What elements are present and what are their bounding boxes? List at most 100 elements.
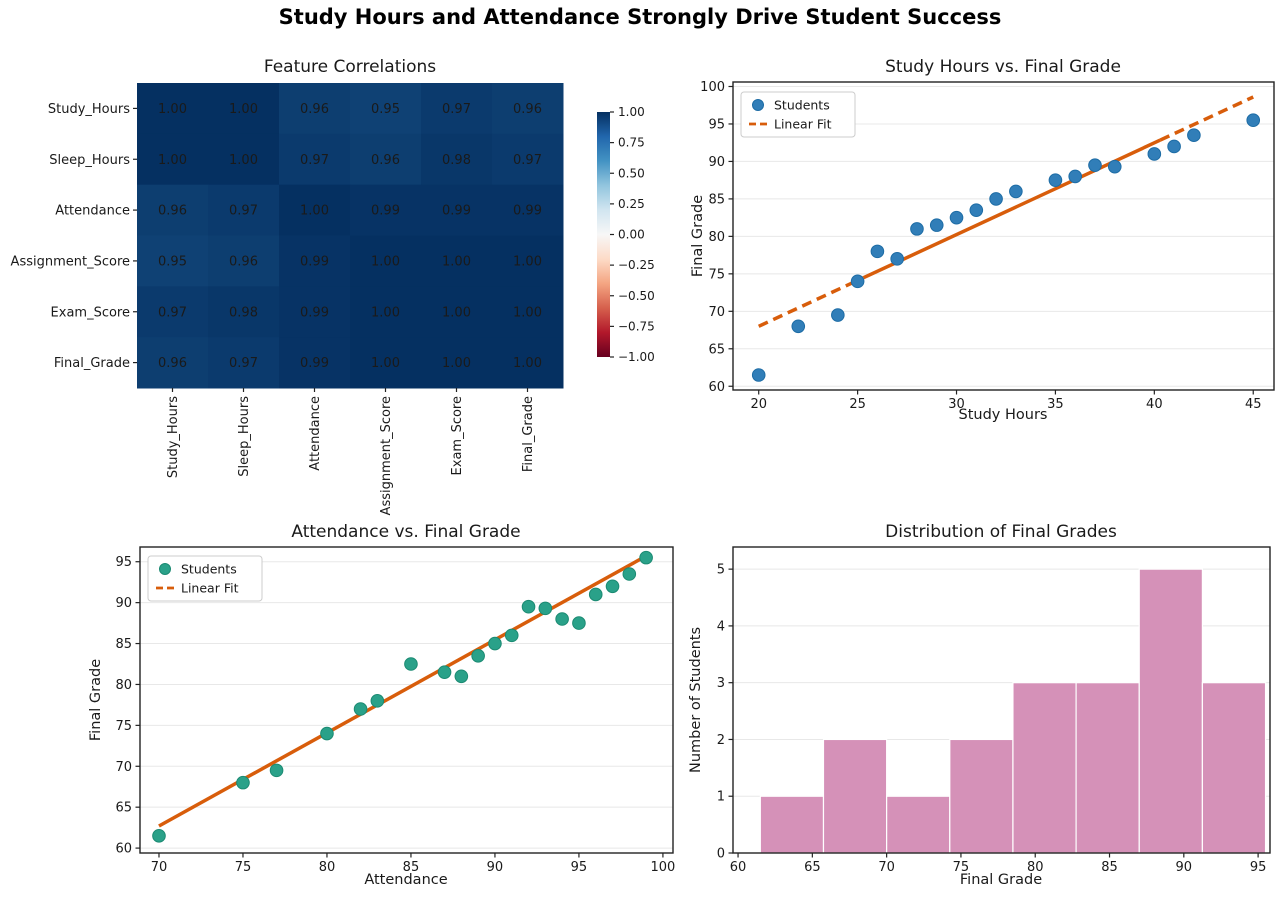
scatter-point [989, 192, 1003, 206]
y-tick-label: 90 [115, 596, 132, 611]
scatter-point [1088, 158, 1102, 172]
colorbar-tick-label: 0.75 [618, 136, 645, 150]
heatmap-cell [492, 184, 564, 236]
heatmap-cell [137, 184, 209, 236]
heatmap-col-label: Study_Hours [166, 396, 181, 478]
scatter-point [538, 601, 553, 616]
y-axis-label: Final Grade [690, 195, 706, 277]
colorbar [597, 112, 610, 357]
histogram-bar [949, 738, 1014, 854]
heatmap-cell-value: 1.00 [371, 254, 400, 269]
legend-label: Students [774, 98, 830, 113]
histogram-bar [886, 795, 951, 854]
axes-title: Feature Correlations [264, 57, 436, 77]
heatmap-cell [350, 337, 422, 389]
fit-line [1159, 95, 1254, 142]
y-tick-label: 65 [708, 342, 725, 357]
scatter-point [850, 274, 865, 289]
heatmap-cell-value: 0.97 [442, 102, 471, 117]
heatmap-cell [492, 286, 564, 338]
heatmap-cell [279, 337, 351, 389]
x-tick-label: 70 [151, 860, 168, 875]
y-tick-label: 85 [708, 192, 725, 207]
scatter-point [929, 218, 944, 232]
heatmap-cell [137, 83, 209, 135]
x-axis-label: Final Grade [960, 872, 1042, 888]
heatmap-cell-value: 0.99 [300, 305, 329, 320]
y-tick-label: 75 [708, 267, 725, 282]
scatter-point [910, 222, 924, 236]
heatmap-row-label: Final_Grade [54, 356, 130, 371]
scatter-point [870, 244, 885, 259]
heatmap-cell-value: 0.99 [371, 204, 400, 219]
y-tick-label: 90 [708, 155, 725, 170]
heatmap-cell-value: 1.00 [442, 305, 471, 320]
heatmap-cell [279, 83, 351, 135]
y-tick-label: 70 [708, 305, 725, 320]
legend-point-marker [752, 99, 764, 111]
histogram-bar [822, 738, 888, 854]
histogram-bar [1138, 568, 1203, 854]
heatmap-cell-value: 0.99 [442, 204, 471, 219]
heatmap-row-label: Study_Hours [48, 102, 130, 117]
y-tick-label: 75 [115, 719, 132, 734]
colorbar-tick-label: 0.25 [618, 197, 645, 211]
histogram-bar [759, 795, 825, 854]
y-tick-label: 0 [717, 847, 725, 862]
x-tick-label: 85 [403, 860, 420, 875]
heatmap-cell [208, 83, 280, 135]
heatmap-cell [137, 235, 209, 287]
axes-title: Attendance vs. Final Grade [291, 522, 520, 542]
heatmap-cell [421, 184, 493, 236]
scatter-point [236, 775, 250, 790]
y-tick-label: 95 [115, 555, 132, 570]
y-tick-label: 60 [115, 842, 132, 857]
heatmap-cell-value: 1.00 [513, 254, 542, 269]
axes-spine [139, 546, 674, 854]
scatter-point [370, 694, 385, 708]
scatter-point [404, 657, 418, 671]
y-axis-label: Number of Students [688, 627, 704, 773]
heatmap-row-label: Sleep_Hours [49, 153, 130, 168]
scatter-point [437, 665, 452, 679]
heatmap-cell-value: 0.96 [229, 254, 258, 269]
legend-label: Students [181, 562, 237, 577]
fit-line [757, 276, 865, 328]
heatmap-col-label: Exam_Score [450, 396, 465, 475]
scatter-point [488, 636, 502, 651]
scatter-point [353, 702, 368, 716]
legend-point-marker [159, 563, 171, 575]
scatter-point [269, 763, 284, 778]
heatmap-cell [421, 337, 493, 389]
scatter-point [588, 587, 603, 602]
heatmap-cell-value: 0.96 [158, 356, 187, 371]
heatmap-cell-value: 0.98 [442, 153, 471, 168]
scatter-point [1167, 139, 1181, 154]
heatmap-cell-value: 0.98 [229, 305, 258, 320]
heatmap-cell-value: 1.00 [300, 204, 329, 219]
heatmap-row-label: Exam_Score [51, 305, 130, 320]
scatter-point [751, 368, 766, 382]
x-tick-label: 60 [730, 860, 747, 875]
y-tick-label: 85 [115, 637, 132, 652]
heatmap-cell-value: 1.00 [158, 153, 187, 168]
heatmap-cell [279, 133, 351, 186]
x-axis-label: Attendance [364, 872, 447, 888]
y-tick-label: 100 [700, 80, 725, 95]
heatmap-cell-value: 1.00 [513, 356, 542, 371]
scatter-point [320, 726, 334, 741]
scatter-point [1187, 128, 1201, 143]
heatmap-cell [421, 235, 493, 287]
y-tick-label: 80 [708, 230, 725, 245]
scatter-point [1246, 113, 1261, 128]
colorbar-tick-label: −0.75 [618, 319, 655, 333]
x-tick-label: 90 [487, 860, 504, 875]
x-tick-label: 75 [953, 860, 970, 875]
scatter-point [1009, 184, 1023, 199]
heatmap-cell [208, 184, 280, 236]
figure-suptitle: Study Hours and Attendance Strongly Driv… [278, 5, 1002, 29]
scatter-point [831, 308, 845, 322]
x-tick-label: 75 [235, 860, 252, 875]
scatter-point [791, 319, 806, 334]
y-tick-label: 95 [708, 117, 725, 132]
